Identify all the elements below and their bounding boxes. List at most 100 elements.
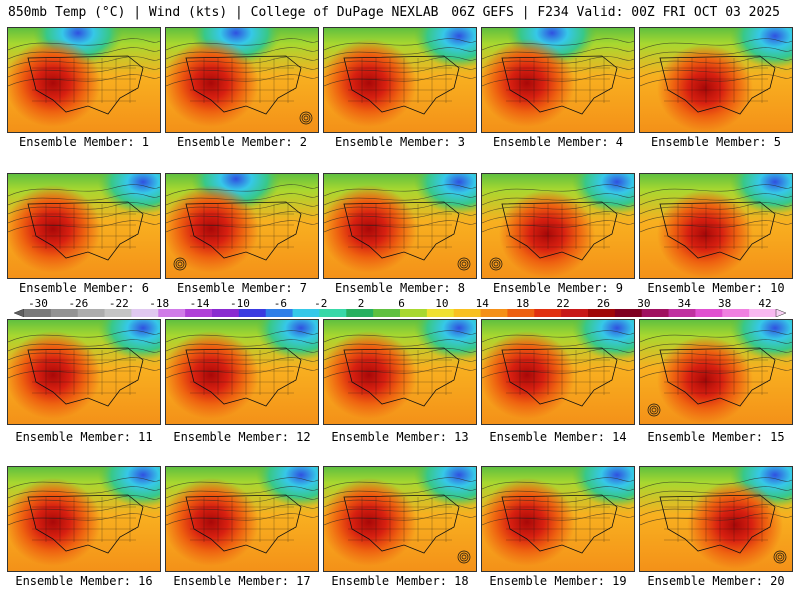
us-outline (27, 55, 144, 115)
height-contour (166, 211, 318, 224)
colorbar-tick-label: 22 (556, 297, 570, 310)
colorbar-tick-label: -30 (28, 297, 48, 310)
colorbar-min-arrow (14, 309, 25, 317)
colorbar-bin (668, 309, 696, 317)
warm-air-region (687, 481, 783, 569)
height-contour (166, 348, 318, 361)
height-contour (324, 504, 476, 517)
colorbar-bin (212, 309, 240, 317)
ensemble-map-panel (7, 319, 161, 425)
height-contour (324, 477, 476, 490)
height-contour (640, 330, 792, 343)
us-outline (185, 55, 302, 115)
height-contour (166, 65, 318, 78)
colorbar-bin (453, 309, 482, 317)
height-contour (640, 47, 792, 60)
ensemble-member-label: Ensemble Member: 20 (647, 574, 785, 588)
height-contour (482, 348, 634, 361)
colorbar-bin (265, 309, 294, 317)
colorbar-tick-label: -10 (230, 297, 250, 310)
ensemble-member-label: Ensemble Member: 11 (15, 430, 153, 444)
tropical-low-contour (177, 261, 183, 267)
warm-air-region (482, 39, 575, 127)
height-contour (640, 65, 792, 78)
colorbar-bin (749, 309, 777, 317)
height-contour (482, 513, 634, 526)
height-contour (482, 56, 634, 69)
height-contour (640, 348, 792, 361)
colorbar-bin (238, 309, 267, 317)
colorbar-bin (131, 309, 159, 317)
height-contour (324, 211, 476, 224)
warm-air-region (324, 185, 417, 273)
colorbar-tick-label: 26 (596, 297, 611, 310)
colorbar-bin (722, 309, 750, 317)
height-contour (482, 330, 634, 343)
height-contour (640, 486, 792, 499)
ensemble-map-panel (7, 27, 161, 133)
height-contour (8, 38, 160, 51)
height-contour (166, 513, 318, 526)
colorbar-tick-label: -22 (108, 297, 129, 310)
warm-air-region (166, 478, 259, 566)
ensemble-map-panel (481, 319, 635, 425)
height-contour (640, 193, 792, 206)
ensemble-member-label: Ensemble Member: 13 (331, 430, 469, 444)
height-contour (324, 56, 476, 69)
height-contour (166, 486, 318, 499)
ensemble-map-panel (481, 173, 635, 279)
warm-air-region (482, 331, 575, 419)
us-outline (343, 494, 460, 554)
colorbar-bin (641, 309, 670, 317)
height-contour (166, 366, 318, 379)
height-contour (640, 74, 792, 87)
ensemble-member-label: Ensemble Member: 8 (334, 281, 466, 295)
warm-air-region (482, 478, 575, 566)
ensemble-member-label: Ensemble Member: 15 (647, 430, 785, 444)
colorbar-tick-label: -26 (68, 297, 89, 310)
tropical-low-contour (461, 554, 467, 560)
height-contour (482, 486, 634, 499)
height-contour (482, 495, 634, 508)
ensemble-member-label: Ensemble Member: 5 (650, 135, 782, 149)
colorbar-tick-label: 10 (435, 297, 449, 310)
colorbar-bin (158, 309, 186, 317)
colorbar-tick-label: -14 (189, 297, 210, 310)
us-outline (659, 55, 776, 115)
ensemble-member-label: Ensemble Member: 2 (176, 135, 308, 149)
height-contour (8, 74, 160, 87)
height-contour (640, 504, 792, 517)
height-contour (8, 47, 160, 60)
colorbar-tick-label: -2 (314, 297, 328, 310)
height-contour (166, 38, 318, 51)
height-contour (8, 56, 160, 69)
ensemble-map-panel (7, 173, 161, 279)
height-contour (8, 211, 160, 224)
height-contour (8, 513, 160, 526)
height-contour (640, 56, 792, 69)
height-contour (8, 357, 160, 370)
height-contour (482, 357, 634, 370)
colorbar-bin (373, 309, 401, 317)
colorbar-bin (614, 309, 643, 317)
ensemble-map-panel (165, 466, 319, 572)
height-contour (324, 65, 476, 78)
us-outline (27, 494, 144, 554)
height-contour (166, 330, 318, 343)
us-outline (185, 201, 302, 261)
colorbar-tick-label: 30 (637, 297, 651, 310)
height-contour (8, 486, 160, 499)
height-contour (166, 220, 318, 233)
ensemble-member-label: Ensemble Member: 9 (492, 281, 624, 295)
height-contour (166, 495, 318, 508)
us-outline (659, 494, 776, 554)
tropical-low-contour (461, 261, 467, 267)
height-contour (482, 504, 634, 517)
ensemble-member-label: Ensemble Member: 18 (331, 574, 469, 588)
colorbar-bin (185, 309, 213, 317)
colorbar-bin (346, 309, 374, 317)
height-contour (8, 339, 160, 352)
tropical-low-contour (299, 111, 313, 125)
colorbar-tick-label: 38 (717, 297, 732, 310)
warm-air-region (324, 331, 417, 419)
